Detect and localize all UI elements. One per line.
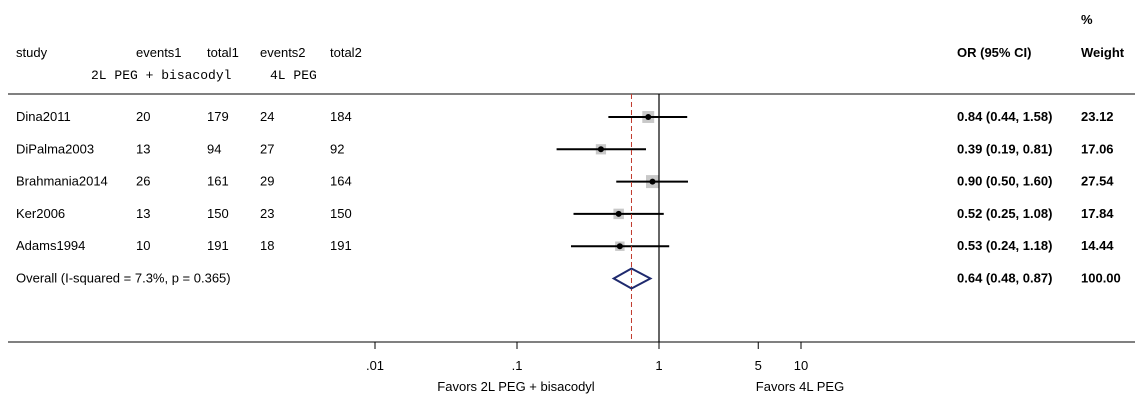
weight-value: 14.44 — [1081, 238, 1114, 253]
x-tick-label: 1 — [655, 358, 662, 373]
overall-weight: 100.00 — [1081, 271, 1121, 286]
point-estimate — [645, 114, 652, 120]
header-group1: 2L PEG + bisacodyl — [91, 68, 232, 83]
or-ci-value: 0.84 (0.44, 1.58) — [957, 109, 1052, 124]
xlabel-right: Favors 4L PEG — [756, 379, 844, 394]
xlabel-left: Favors 2L PEG + bisacodyl — [437, 379, 595, 394]
total2-value: 92 — [330, 141, 344, 156]
header-weight: Weight — [1081, 45, 1125, 60]
events1-value: 20 — [136, 109, 150, 124]
total1-value: 191 — [207, 238, 229, 253]
weight-value: 17.84 — [1081, 206, 1114, 221]
weight-value: 23.12 — [1081, 109, 1114, 124]
x-axis-ticks: .01 .1 1 5 10 — [366, 342, 808, 373]
weight-value: 27.54 — [1081, 174, 1114, 189]
header-total1: total1 — [207, 45, 239, 60]
total2-value: 164 — [330, 174, 352, 189]
header-weight-pct: % — [1081, 12, 1093, 27]
or-ci-value: 0.52 (0.25, 1.08) — [957, 206, 1052, 221]
x-tick-label: .01 — [366, 358, 384, 373]
or-ci-value: 0.39 (0.19, 0.81) — [957, 141, 1052, 156]
events1-value: 10 — [136, 238, 150, 253]
or-ci-value: 0.53 (0.24, 1.18) — [957, 238, 1052, 253]
study-name: DiPalma2003 — [16, 141, 94, 156]
study-name: Ker2006 — [16, 206, 65, 221]
weight-value: 17.06 — [1081, 141, 1114, 156]
header-or: OR (95% CI) — [957, 45, 1031, 60]
total1-value: 150 — [207, 206, 229, 221]
total1-value: 161 — [207, 174, 229, 189]
overall-diamond — [611, 267, 653, 290]
point-estimate — [615, 210, 622, 217]
x-tick-label: 10 — [794, 358, 808, 373]
events2-value: 23 — [260, 206, 274, 221]
point-estimate — [649, 178, 656, 185]
events2-value: 27 — [260, 141, 274, 156]
point-estimate — [597, 146, 604, 153]
study-name: Adams1994 — [16, 238, 85, 253]
total2-value: 191 — [330, 238, 352, 253]
or-ci-value: 0.90 (0.50, 1.60) — [957, 174, 1052, 189]
header-events1: events1 — [136, 45, 182, 60]
study-name: Brahmania2014 — [16, 174, 108, 189]
total2-value: 150 — [330, 206, 352, 221]
header-study: study — [16, 45, 48, 60]
events2-value: 18 — [260, 238, 274, 253]
plot-area — [556, 94, 688, 342]
events1-value: 26 — [136, 174, 150, 189]
total2-value: 184 — [330, 109, 352, 124]
point-estimate — [616, 243, 623, 250]
overall-label: Overall (I-squared = 7.3%, p = 0.365) — [16, 271, 231, 286]
study-rows: Dina2011 20 179 24 184 0.84 (0.44, 1.58) 23.12… — [16, 109, 1121, 286]
events2-value: 24 — [260, 109, 274, 124]
events1-value: 13 — [136, 206, 150, 221]
total1-value: 94 — [207, 141, 221, 156]
x-tick-label: .1 — [512, 358, 523, 373]
x-tick-label: 5 — [755, 358, 762, 373]
study-name: Dina2011 — [16, 109, 71, 124]
header-total2: total2 — [330, 45, 362, 60]
total1-value: 179 — [207, 109, 229, 124]
overall-or-ci: 0.64 (0.48, 0.87) — [957, 271, 1052, 286]
column-headers: study events1 total1 events2 total2 2L P… — [16, 12, 1125, 83]
events1-value: 13 — [136, 141, 150, 156]
header-group2: 4L PEG — [270, 68, 317, 83]
header-events2: events2 — [260, 45, 306, 60]
events2-value: 29 — [260, 174, 274, 189]
